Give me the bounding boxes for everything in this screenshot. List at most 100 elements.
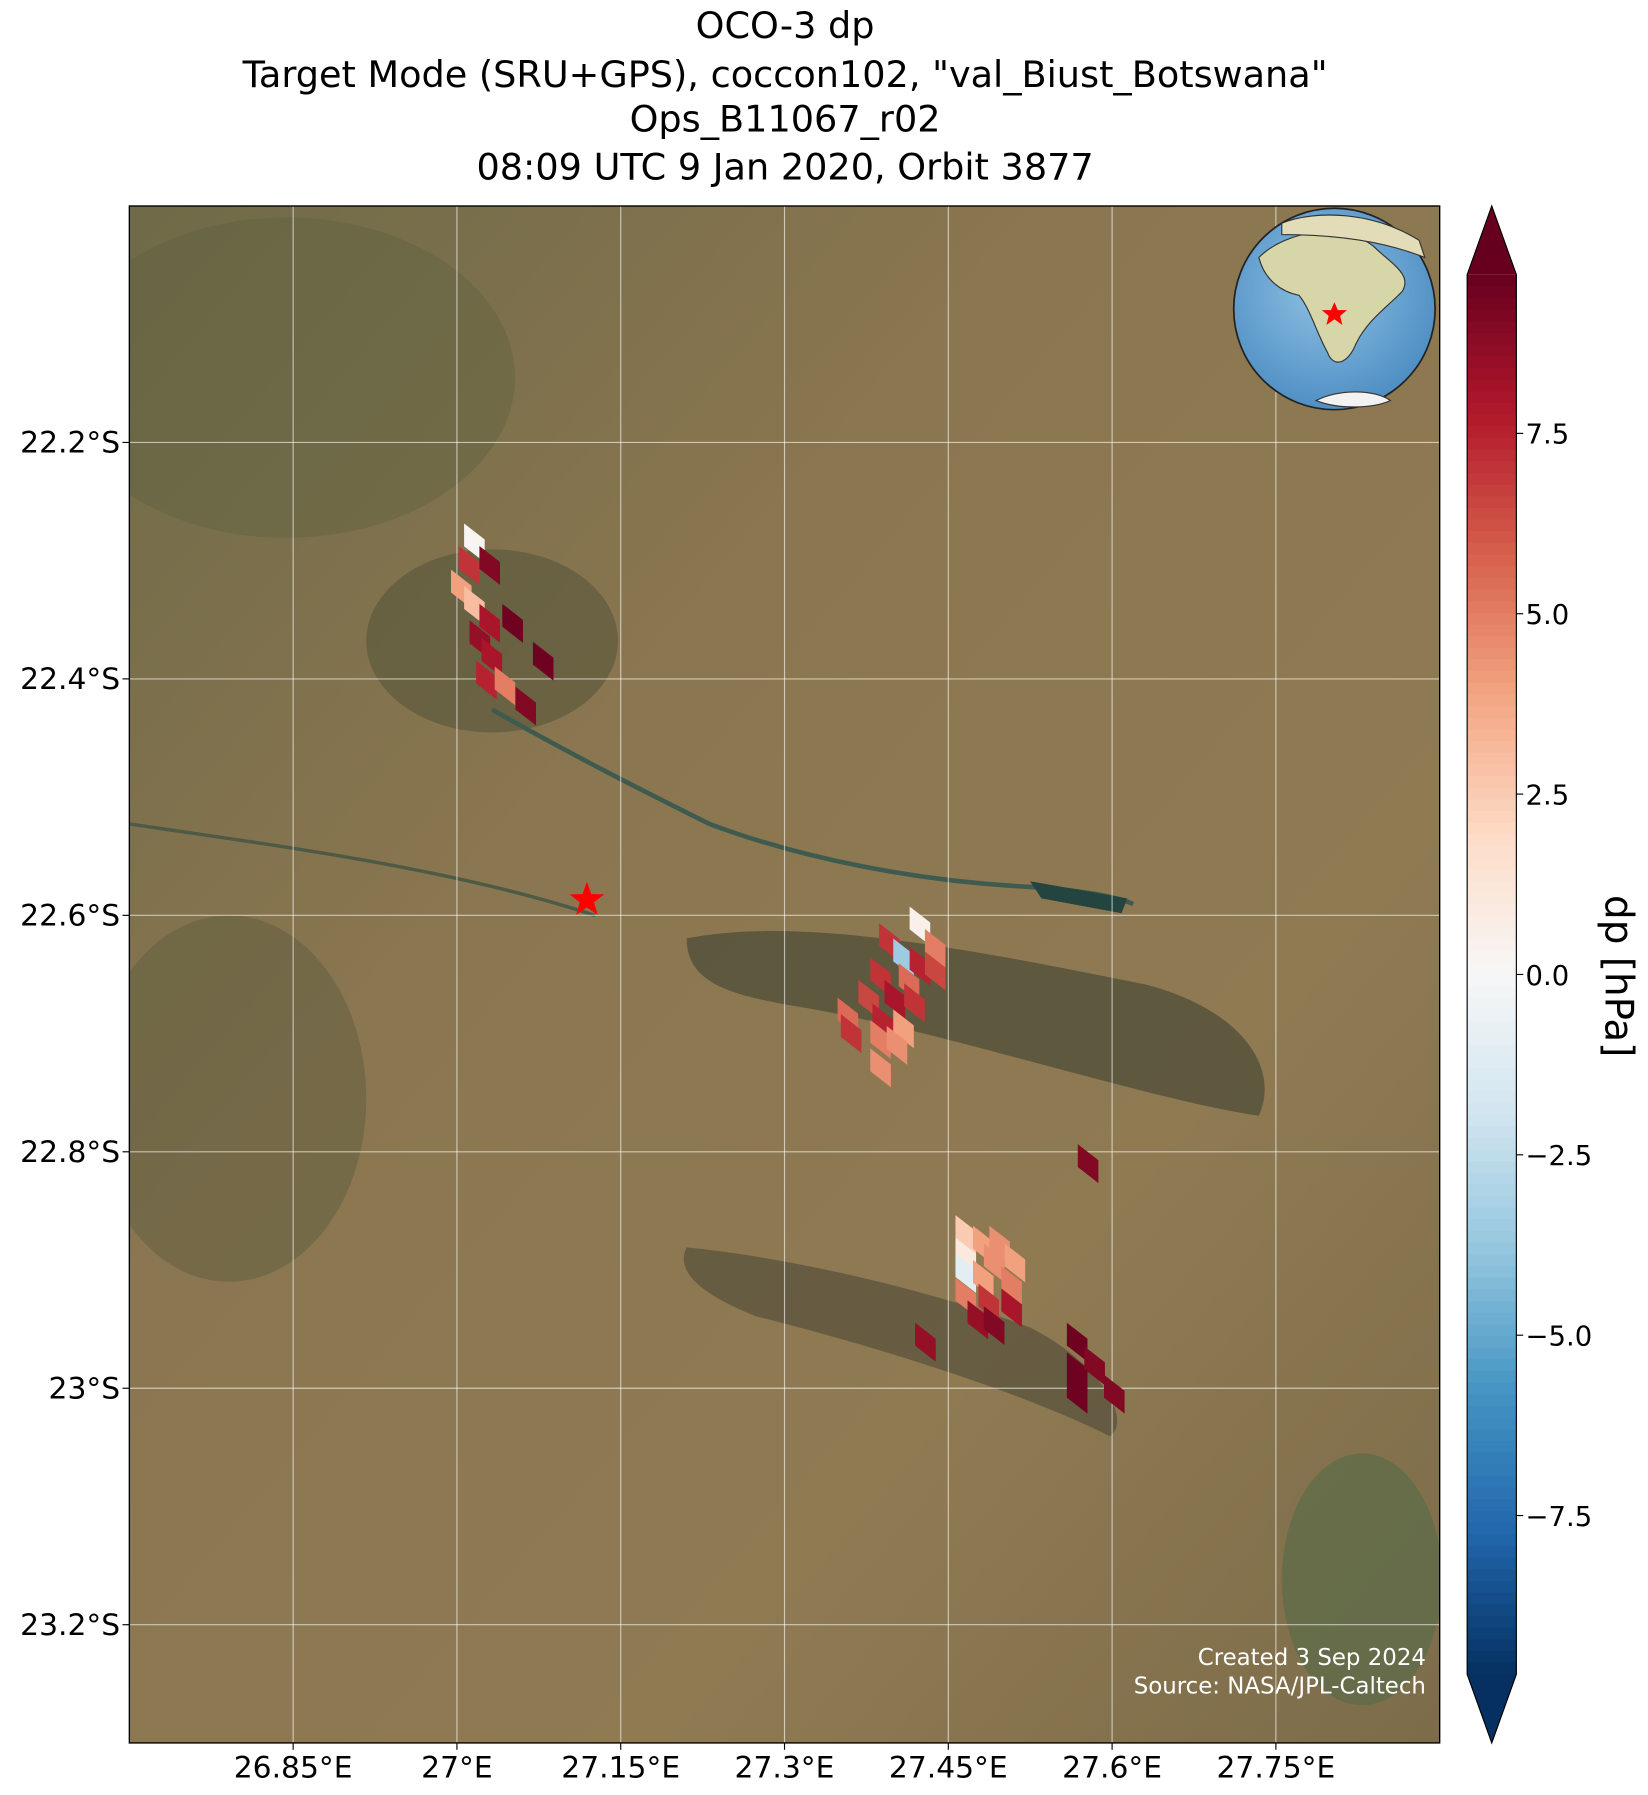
- sounding: [924, 928, 946, 968]
- sounding: [904, 983, 925, 1023]
- x-tick-label: 27.45°E: [889, 1750, 1008, 1785]
- colorbar-segment: [1467, 1079, 1517, 1092]
- colorbar-segment: [1467, 1475, 1517, 1489]
- credit: Source: NASA/JPL-Caltech: [1134, 1674, 1426, 1700]
- colorbar-segment: [1467, 566, 1517, 579]
- colorbar-segment: [1467, 1067, 1517, 1081]
- colorbar: −7.5 −5.0 −2.5 0.0 2.5 5.0 7.5: [1466, 204, 1592, 1745]
- colorbar-segment: [1467, 297, 1517, 311]
- colorbar-segment: [1467, 706, 1517, 719]
- colorbar-segment: [1467, 507, 1517, 521]
- colorbar-segment: [1467, 1510, 1517, 1524]
- y-tick-label: 23°S: [49, 1372, 121, 1407]
- colorbar-segment: [1467, 274, 1517, 288]
- colorbar-segment: [1467, 1662, 1517, 1675]
- colorbar-segment: [1467, 344, 1517, 357]
- colorbar-segment: [1467, 729, 1517, 742]
- colorbar-segment: [1467, 1196, 1517, 1209]
- colorbar-segment: [1467, 1499, 1517, 1512]
- colorbar-segment: [1467, 694, 1517, 707]
- sounding: [983, 1243, 1005, 1283]
- colorbar-segment: [1467, 519, 1517, 532]
- colorbar-extend-top: [1467, 205, 1517, 275]
- subtitle: Target Mode (SRU+GPS), coccon102, "val_B…: [242, 53, 1328, 96]
- colorbar-segment: [1467, 811, 1517, 824]
- colorbar-segment: [1467, 1545, 1517, 1559]
- globe-site-star: [1321, 302, 1347, 326]
- sounding: [479, 545, 500, 585]
- sounding: [924, 951, 946, 991]
- colorbar-segment: [1467, 927, 1517, 941]
- site-marker: [569, 881, 605, 915]
- sounding: [481, 638, 503, 678]
- colorbar-segment: [1467, 869, 1517, 882]
- y-tick-label: 22.6°S: [20, 899, 120, 934]
- y-tick-label: 22.4°S: [20, 662, 120, 697]
- sounding: [909, 946, 931, 986]
- colorbar-segment: [1467, 1487, 1517, 1501]
- ridge: [686, 931, 1265, 1116]
- colorbar-segment: [1467, 916, 1517, 929]
- sounding: [870, 1048, 891, 1088]
- sounding: [983, 1306, 1005, 1346]
- sounding: [532, 641, 554, 681]
- colorbar-segment: [1467, 997, 1517, 1011]
- colorbar-segment: [1467, 1102, 1517, 1116]
- colorbar-segment: [1467, 986, 1517, 999]
- x-tick-label: 26.85°E: [234, 1750, 353, 1785]
- colorbar-segment: [1467, 1091, 1517, 1104]
- colorbar-segment: [1467, 1639, 1517, 1652]
- colorbar-segment: [1467, 589, 1517, 602]
- sounding: [893, 938, 914, 978]
- colorbar-segment: [1467, 612, 1517, 626]
- colorbar-segment: [1467, 449, 1517, 462]
- colorbar-segment: [1467, 321, 1517, 334]
- colorbar-segment: [1467, 542, 1517, 556]
- colorbar-segment: [1467, 1149, 1517, 1162]
- sounding: [494, 666, 516, 706]
- colorbar-segment: [1467, 799, 1517, 812]
- colorbar-segment: [1467, 1464, 1517, 1477]
- sounding: [1084, 1346, 1105, 1386]
- colorbar-segment: [1467, 834, 1517, 847]
- sounding: [886, 1025, 908, 1065]
- colorbar-segment: [1467, 892, 1517, 906]
- sounding: [915, 1322, 936, 1362]
- colorbar-segment: [1467, 939, 1517, 952]
- terrain-patch: [366, 549, 619, 733]
- sounding: [476, 660, 497, 700]
- y-tick-label: 23.2°S: [20, 1608, 120, 1643]
- sounding: [1066, 1322, 1088, 1362]
- sounding: [884, 979, 906, 1019]
- colorbar-tick-label: 2.5: [1526, 780, 1570, 811]
- globe-inset: [1232, 207, 1436, 411]
- sounding: [955, 1254, 977, 1294]
- colorbar-segment: [1467, 974, 1517, 987]
- colorbar-segment: [1467, 1452, 1517, 1466]
- sounding: [840, 1014, 862, 1054]
- colorbar-segment: [1467, 1580, 1517, 1594]
- soundings: [451, 523, 1125, 1414]
- sounding: [955, 1215, 977, 1255]
- colorbar-segment: [1467, 1650, 1517, 1664]
- colorbar-segment: [1467, 1184, 1517, 1197]
- colorbar-segment: [1467, 741, 1517, 754]
- colorbar-segment: [1467, 1336, 1517, 1349]
- colorbar-segment: [1467, 1254, 1517, 1267]
- x-tick-label: 27°E: [421, 1750, 493, 1785]
- colorbar-segment: [1467, 1009, 1517, 1022]
- colorbar-segment: [1467, 1417, 1517, 1431]
- colorbar-segment: [1467, 962, 1517, 976]
- colorbar-segment: [1467, 787, 1517, 801]
- sounding: [458, 545, 480, 585]
- colorbar-segment: [1467, 1137, 1517, 1151]
- colorbar-segment: [1467, 286, 1517, 299]
- colorbar-segment: [1467, 391, 1517, 404]
- sounding: [515, 686, 537, 726]
- sounding: [502, 603, 523, 643]
- colorbar-segment: [1467, 1382, 1517, 1396]
- colorbar-segment: [1467, 1569, 1517, 1582]
- x-tick-label: 27.3°E: [735, 1750, 835, 1785]
